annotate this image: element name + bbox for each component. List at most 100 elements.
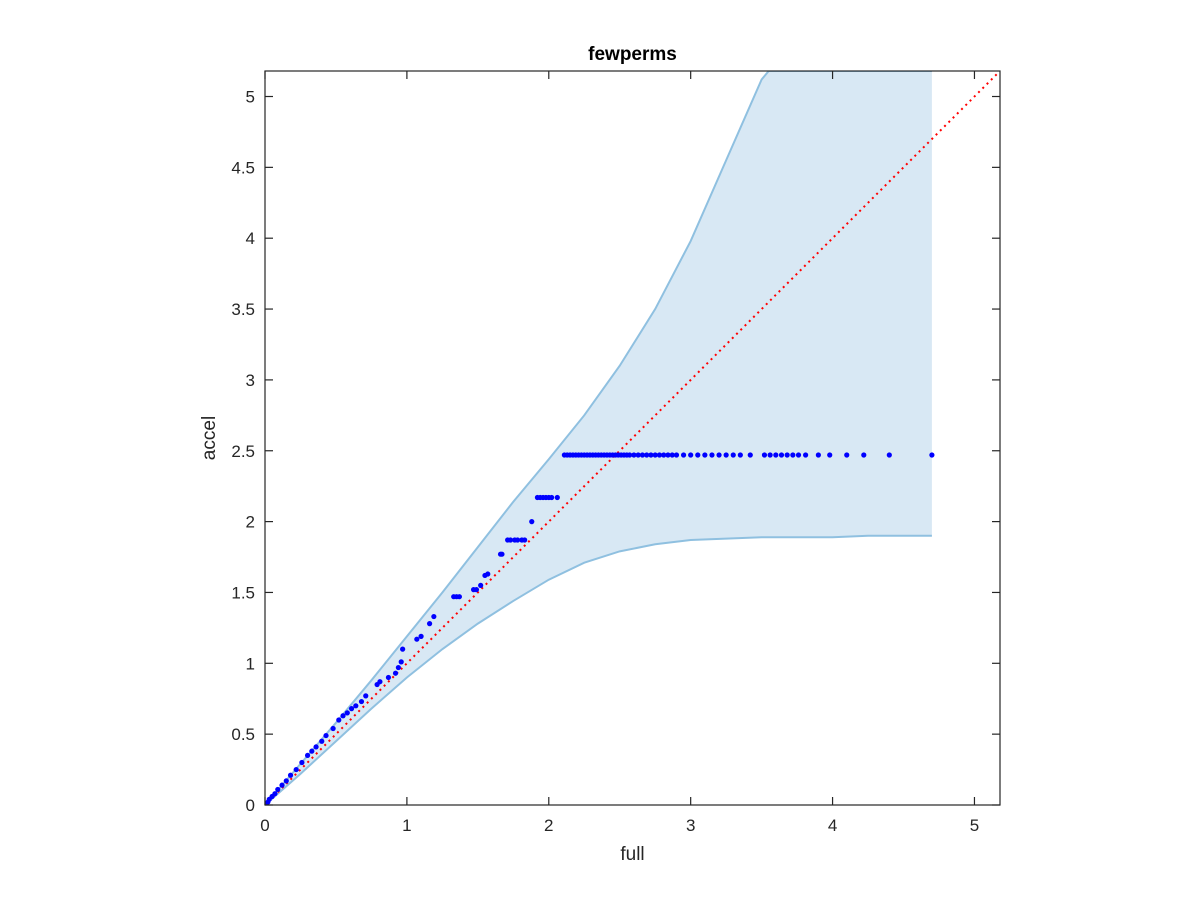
data-point xyxy=(272,791,278,797)
y-tick-label: 1.5 xyxy=(231,583,255,602)
data-point xyxy=(673,452,680,458)
data-point xyxy=(418,633,424,639)
data-point xyxy=(283,778,289,784)
data-point xyxy=(385,674,392,681)
axis-tick-labels: 0 1 2 3 4 5 0 0.5 1 1.5 2 2.5 3 3.5 4 4.5 5 xyxy=(231,88,979,835)
data-point xyxy=(773,452,779,458)
data-point xyxy=(319,738,325,744)
x-axis-label: full xyxy=(620,844,644,865)
data-point xyxy=(648,452,654,458)
plot-area xyxy=(265,71,1000,805)
x-tick-label: 5 xyxy=(970,816,979,835)
axis-ticks xyxy=(264,71,1000,806)
data-point xyxy=(279,782,285,788)
data-point xyxy=(790,452,796,458)
data-point xyxy=(815,452,821,458)
data-point xyxy=(522,537,528,543)
data-point xyxy=(627,452,633,458)
data-point xyxy=(767,452,773,458)
data-point xyxy=(499,551,505,557)
data-point xyxy=(669,452,675,458)
data-point xyxy=(323,732,329,739)
data-point xyxy=(695,452,701,458)
x-tick-label: 4 xyxy=(828,816,837,835)
confidence-band-lower-edge xyxy=(265,534,932,805)
data-point xyxy=(886,452,892,458)
y-tick-label: 5 xyxy=(246,88,255,107)
data-point xyxy=(400,646,406,652)
data-point xyxy=(861,452,867,458)
data-point xyxy=(377,679,383,685)
data-point xyxy=(730,452,736,458)
y-axis-label: accel xyxy=(199,416,220,460)
data-point xyxy=(398,659,404,665)
x-tick-label: 1 xyxy=(402,816,411,835)
data-point xyxy=(644,452,650,458)
data-points xyxy=(265,452,935,805)
data-point xyxy=(414,636,420,642)
data-point xyxy=(353,703,359,709)
chart-title: fewperms xyxy=(588,44,677,65)
data-point xyxy=(778,452,785,458)
data-point xyxy=(344,710,350,716)
y-tick-label: 0.5 xyxy=(231,725,255,744)
data-point xyxy=(549,494,555,501)
x-tick-label: 0 xyxy=(260,816,269,835)
y-tick-label: 0 xyxy=(246,796,255,815)
data-point xyxy=(680,452,687,458)
data-point xyxy=(478,582,484,588)
data-point xyxy=(635,452,641,458)
x-tick-label: 2 xyxy=(544,816,553,835)
data-point xyxy=(709,452,715,458)
data-point xyxy=(336,717,342,723)
data-point xyxy=(309,748,315,754)
data-point xyxy=(485,571,491,577)
data-point xyxy=(275,786,281,793)
data-point xyxy=(827,452,833,458)
data-point xyxy=(304,752,311,759)
y-tick-label: 1 xyxy=(246,654,255,673)
data-point xyxy=(661,452,667,458)
data-point xyxy=(392,670,399,676)
data-point xyxy=(473,587,480,593)
data-point xyxy=(665,452,671,458)
axes-box xyxy=(264,70,1001,806)
data-point xyxy=(803,452,809,458)
confidence-band-upper-edge xyxy=(265,71,932,805)
data-point xyxy=(363,693,369,699)
data-point xyxy=(395,664,401,671)
y-tick-label: 4.5 xyxy=(231,158,255,177)
y-tick-label: 3.5 xyxy=(231,300,255,319)
data-point xyxy=(784,452,790,458)
y-tick-label: 2 xyxy=(246,513,255,532)
data-point xyxy=(929,452,935,458)
confidence-band xyxy=(265,71,932,805)
data-point xyxy=(761,452,768,458)
data-point xyxy=(716,452,722,458)
x-tick-label: 3 xyxy=(686,816,695,835)
data-point xyxy=(723,452,729,458)
data-point xyxy=(737,452,743,458)
data-point xyxy=(514,537,521,543)
data-point xyxy=(554,494,560,501)
data-point xyxy=(844,452,850,458)
data-point xyxy=(426,621,433,627)
data-point xyxy=(639,452,646,458)
data-point xyxy=(293,766,299,773)
data-point xyxy=(747,452,753,458)
data-point xyxy=(688,452,694,458)
data-point xyxy=(702,452,708,458)
data-point xyxy=(287,772,294,778)
data-point xyxy=(431,613,437,620)
data-point xyxy=(313,744,319,750)
data-point xyxy=(358,698,365,705)
data-point xyxy=(795,452,802,458)
data-point xyxy=(330,725,336,732)
y-tick-label: 3 xyxy=(246,371,255,390)
data-point xyxy=(340,713,346,719)
data-point xyxy=(348,706,355,712)
data-point xyxy=(299,759,305,766)
data-point xyxy=(656,452,663,458)
data-point xyxy=(631,452,637,458)
y-tick-label: 4 xyxy=(246,229,255,248)
